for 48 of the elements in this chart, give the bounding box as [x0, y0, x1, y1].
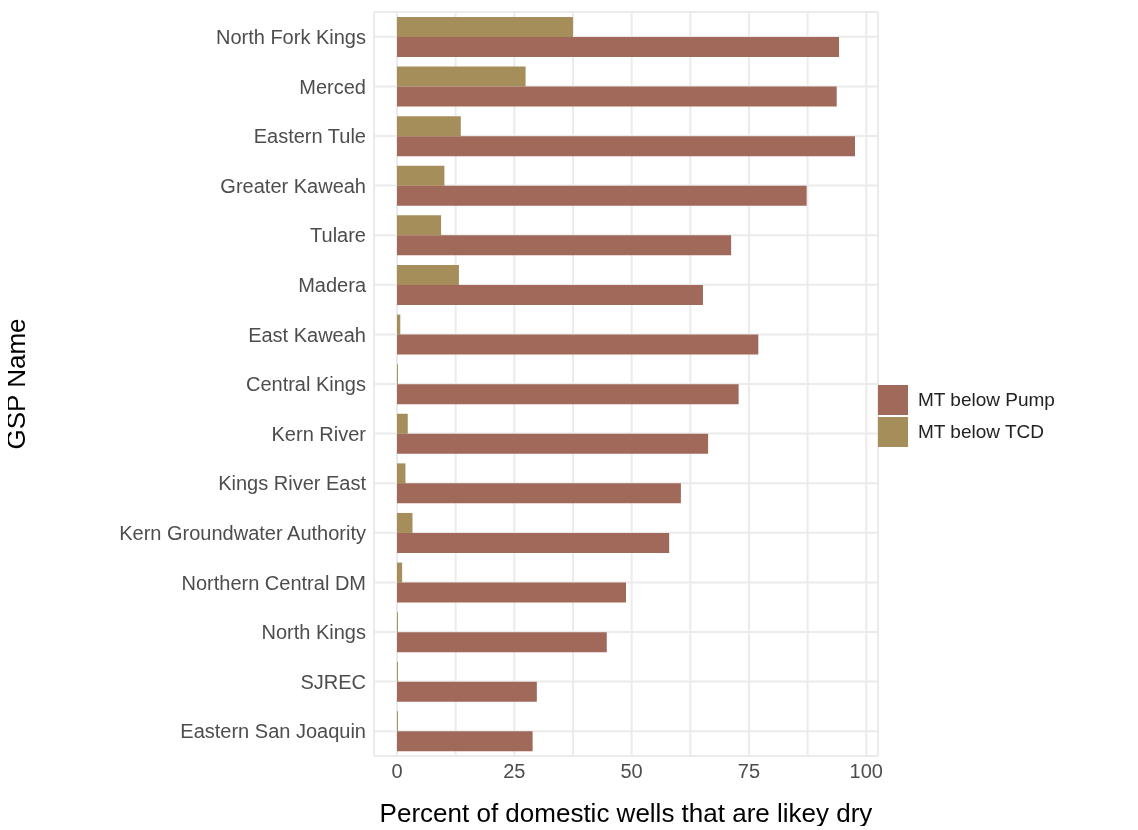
legend-label: MT below Pump: [918, 389, 1055, 411]
y-tick-label: Eastern Tule: [253, 125, 366, 148]
x-tick-label: 100: [849, 760, 883, 783]
legend-label: MT below TCD: [918, 421, 1044, 443]
y-tick-label: North Fork Kings: [215, 25, 366, 48]
y-tick-label: Merced: [299, 75, 366, 98]
bar: [396, 681, 537, 702]
bar: [396, 562, 403, 583]
y-tick-label: Eastern San Joaquin: [180, 720, 366, 743]
bar: [396, 116, 461, 137]
y-tick-label: East Kaweah: [248, 323, 366, 346]
bar: [396, 334, 759, 355]
bar: [396, 136, 856, 157]
bar: [396, 86, 837, 107]
y-tick-label: Greater Kaweah: [220, 174, 366, 197]
y-tick-label: Kern River: [271, 422, 367, 445]
bar: [396, 731, 533, 752]
y-tick-label: Kern Groundwater Authority: [119, 521, 366, 544]
x-tick-label: 50: [620, 760, 643, 783]
bar: [396, 66, 526, 87]
bar: [396, 532, 670, 553]
bar: [396, 215, 442, 236]
x-tick-label: 75: [737, 760, 761, 783]
y-tick-label: North Kings: [261, 621, 366, 644]
y-tick-label: Kings River East: [218, 472, 367, 495]
bar: [396, 632, 607, 653]
bar: [396, 413, 408, 434]
y-tick-label: Madera: [298, 273, 367, 296]
bar: [396, 16, 573, 37]
y-tick-label: Northern Central DM: [181, 571, 366, 594]
bar: [396, 264, 459, 285]
x-tick-label: 25: [503, 760, 526, 783]
y-tick-label: Tulare: [310, 224, 366, 247]
bar: [396, 384, 739, 405]
bar: [396, 512, 413, 533]
y-tick-label: Central Kings: [245, 373, 366, 396]
x-tick-label: 0: [391, 760, 403, 783]
bar: [396, 314, 401, 335]
bar: [396, 235, 732, 256]
y-tick-label: SJREC: [300, 670, 366, 693]
bar: [396, 483, 681, 504]
bar: [396, 463, 406, 484]
bar: [396, 165, 445, 186]
bar: [396, 36, 840, 57]
bar: [396, 185, 807, 206]
bar: [396, 433, 709, 454]
bar: [396, 582, 626, 603]
bar: [396, 284, 703, 305]
